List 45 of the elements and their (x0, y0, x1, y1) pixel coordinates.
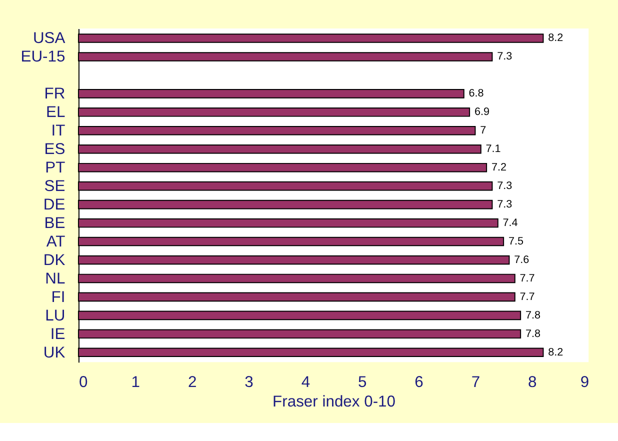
y-tick-label: IE (50, 326, 66, 343)
x-tick-label: 8 (528, 374, 538, 392)
y-tick-label: EL (46, 104, 66, 122)
x-tick-label: 2 (188, 374, 197, 392)
data-label: 7.7 (520, 290, 535, 303)
data-label: 8.2 (548, 346, 564, 358)
y-tick-label: AT (46, 233, 66, 250)
y-tick-label: DK (43, 252, 66, 269)
y-tick-label: LU (45, 307, 66, 324)
y-tick-label: USA (32, 30, 66, 48)
data-label: 7.3 (497, 180, 512, 192)
data-label: 7.2 (491, 162, 506, 174)
x-tick-label: 1 (131, 374, 140, 392)
x-tick-label: 7 (471, 374, 480, 392)
x-tick-label: 3 (244, 374, 254, 392)
x-axis-title: Fraser index 0-10 (272, 394, 396, 411)
y-tick-label: SE (44, 178, 66, 195)
data-label: 7.8 (525, 328, 540, 340)
y-tick-label: FR (44, 86, 66, 103)
data-label: 7.5 (508, 235, 524, 248)
data-label: 7.3 (497, 198, 512, 210)
x-tick-label: 6 (414, 374, 424, 392)
data-label: 8.2 (548, 32, 564, 44)
data-label: 7.1 (486, 143, 501, 156)
x-tick-label: 4 (301, 374, 310, 392)
y-tick-label: EU-15 (20, 48, 66, 66)
y-tick-label: BE (44, 214, 66, 232)
y-tick-label: UK (43, 344, 66, 362)
data-label: 6.9 (474, 106, 490, 118)
data-label: 7 (480, 124, 486, 137)
y-tick-label: PT (45, 160, 66, 176)
y-tick-label: ES (44, 141, 66, 158)
y-tick-label: DE (43, 196, 66, 214)
x-tick-label: 9 (580, 374, 590, 392)
data-label: 7.3 (497, 50, 512, 63)
data-label: 7.4 (502, 216, 518, 229)
x-tick-label: 5 (358, 374, 367, 392)
x-tick-label: 0 (78, 374, 88, 392)
y-tick-label: IT (51, 122, 66, 140)
data-label: 7.6 (514, 254, 530, 266)
y-tick-label: FI (51, 288, 66, 306)
y-tick-label: NL (45, 270, 66, 288)
data-label: 7.7 (520, 272, 535, 284)
data-label: 7.8 (525, 309, 540, 322)
data-label: 6.8 (468, 88, 484, 100)
